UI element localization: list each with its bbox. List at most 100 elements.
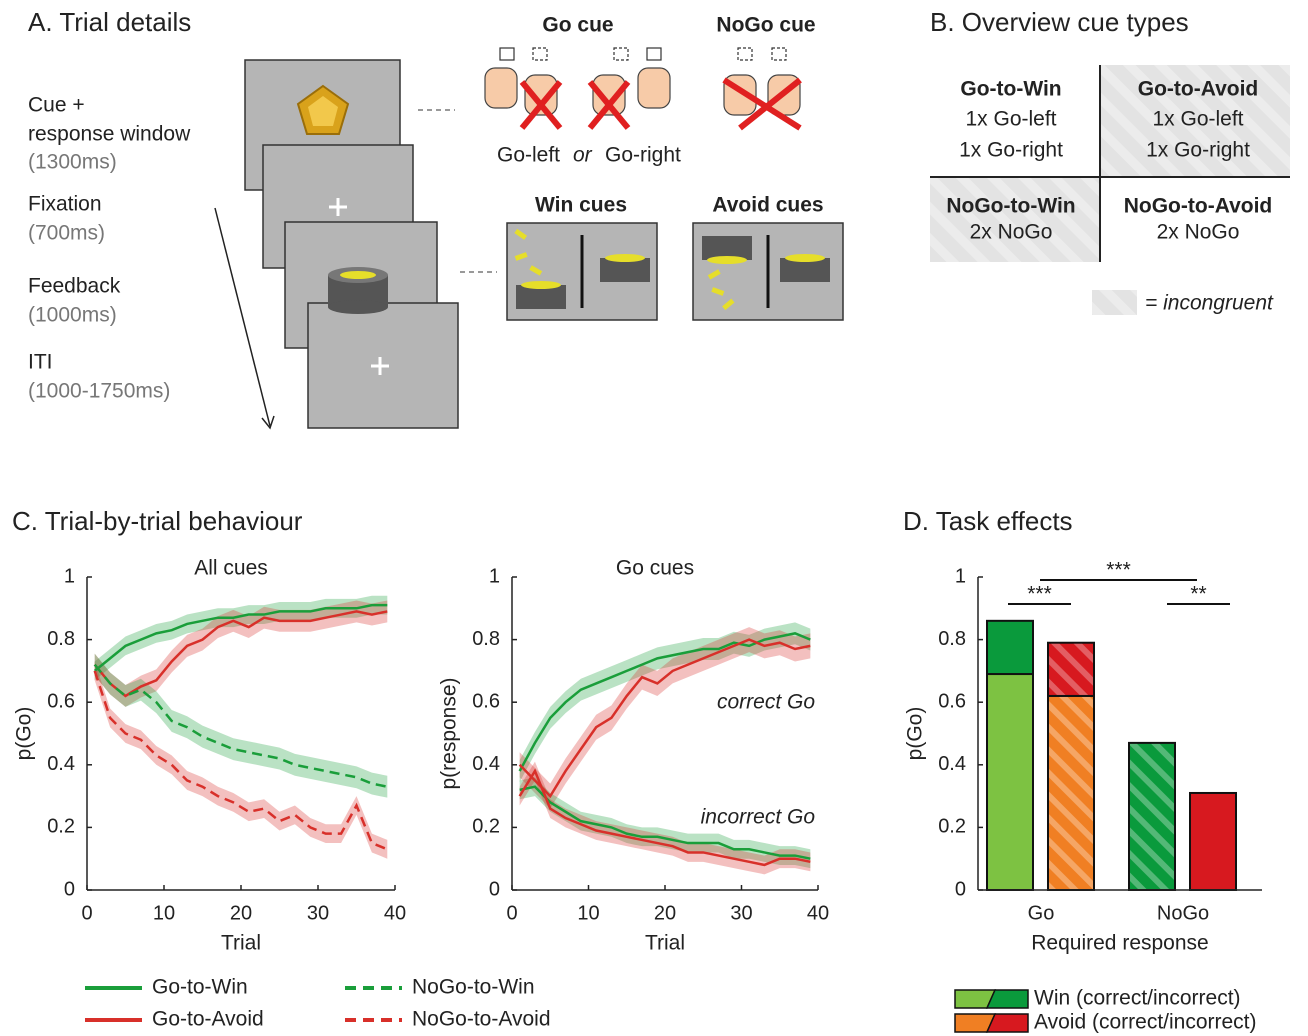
- x-tick-label: 0: [81, 902, 92, 924]
- y-tick-label: 1: [64, 565, 75, 587]
- error-band: [94, 600, 388, 707]
- x-tick-label: Go: [1028, 902, 1055, 924]
- chart-title: All cues: [194, 557, 268, 580]
- step-duration: (1000-1750ms): [28, 380, 170, 403]
- hand-icons: [484, 47, 802, 131]
- step-label: Fixation: [28, 193, 102, 216]
- annotation: incorrect Go: [701, 806, 816, 829]
- outcome-screens: [506, 222, 844, 321]
- error-band: [94, 653, 388, 798]
- incongruent-cell: [1100, 65, 1290, 177]
- bar-hatch: [1130, 743, 1174, 889]
- error-band: [519, 777, 811, 869]
- x-tick-label: 30: [307, 902, 329, 924]
- cue-title: NoGo cue: [716, 14, 815, 37]
- line: [519, 785, 811, 860]
- x-axis-label: Trial: [221, 932, 261, 955]
- y-tick-label: 0.6: [938, 690, 966, 712]
- x-tick-label: 10: [577, 902, 599, 924]
- legend-swatch: [1092, 290, 1137, 315]
- fixation-cross: [329, 198, 389, 375]
- cell-text: 2x NoGo: [970, 221, 1053, 244]
- x-tick-label: 20: [230, 902, 252, 924]
- y-tick-label: 0: [489, 878, 500, 900]
- error-band: [94, 661, 388, 859]
- significance-label: **: [1190, 583, 1206, 606]
- bar: [1189, 791, 1237, 891]
- panel-title: D. Task effects: [903, 506, 1073, 536]
- error-band: [519, 627, 811, 809]
- cell-title: Go-to-Win: [960, 78, 1061, 101]
- bar-hatch: [1049, 643, 1093, 695]
- step-duration: (1300ms): [28, 151, 117, 174]
- y-tick-label: 0.8: [47, 628, 75, 650]
- line: [93, 610, 388, 698]
- bar: [986, 673, 1034, 892]
- step-label: Feedback: [28, 275, 121, 298]
- line: [93, 603, 388, 672]
- y-tick-label: 0.4: [938, 753, 966, 775]
- cue-title: Win cues: [535, 194, 627, 217]
- panel-title: B. Overview cue types: [930, 7, 1189, 37]
- cue-label: Go-left: [497, 144, 560, 167]
- y-tick-label: 0.4: [472, 753, 500, 775]
- step-label: response window: [28, 123, 191, 146]
- y-axis-label: p(Go): [904, 707, 927, 761]
- line: [518, 638, 811, 799]
- cue-title: Avoid cues: [712, 194, 823, 217]
- cell-text: 1x Go-left: [965, 108, 1056, 131]
- chart-title: Go cues: [616, 557, 694, 580]
- cell-title: NoGo-to-Win: [946, 195, 1075, 218]
- y-tick-label: 0: [955, 878, 966, 900]
- cue-icon: [308, 96, 338, 126]
- bar: [986, 619, 1034, 676]
- time-arrow: [214, 207, 271, 427]
- x-tick-label: 40: [807, 902, 829, 924]
- cue-title: Go cue: [542, 14, 613, 37]
- y-tick-label: 0.8: [938, 628, 966, 650]
- cue-label: Go-right: [605, 144, 681, 167]
- y-tick-label: 1: [489, 565, 500, 587]
- legend-label: Avoid (correct/incorrect): [1034, 1011, 1257, 1034]
- legend-label: NoGo-to-Avoid: [412, 1008, 551, 1031]
- cell-text: 2x NoGo: [1157, 221, 1240, 244]
- y-tick-label: 0.2: [938, 816, 966, 838]
- y-tick-label: 0.2: [472, 816, 500, 838]
- trial-screens: [244, 59, 459, 429]
- y-tick-label: 0.2: [47, 816, 75, 838]
- legend-label: Go-to-Win: [152, 976, 248, 999]
- x-axis-label: Trial: [645, 932, 685, 955]
- legend-swatch: [985, 989, 1029, 1009]
- cell-text: 1x Go-right: [959, 139, 1063, 162]
- error-band: [94, 595, 388, 681]
- annotation: correct Go: [717, 691, 815, 714]
- line: [518, 632, 811, 772]
- cell-text: 1x Go-right: [1146, 139, 1250, 162]
- x-tick-label: 30: [730, 902, 752, 924]
- y-tick-label: 0.8: [472, 628, 500, 650]
- line: [93, 670, 388, 851]
- legend-label: Go-to-Avoid: [152, 1008, 264, 1031]
- y-tick-label: 0.4: [47, 753, 75, 775]
- line: [518, 768, 811, 867]
- x-tick-label: 0: [506, 902, 517, 924]
- y-tick-label: 0.6: [47, 690, 75, 712]
- time-arrow-head: [261, 415, 275, 430]
- step-label: ITI: [28, 351, 53, 374]
- y-tick-label: 0.6: [472, 690, 500, 712]
- legend-label: Win (correct/incorrect): [1034, 987, 1241, 1010]
- x-tick-label: 40: [384, 902, 406, 924]
- step-label: Cue +: [28, 94, 85, 117]
- significance-label: ***: [1106, 559, 1131, 582]
- panel-title: A. Trial details: [28, 7, 191, 37]
- dashed-arrow: [418, 109, 497, 273]
- coin-icon: [328, 267, 388, 314]
- cue-label: or: [573, 144, 593, 167]
- error-band: [519, 622, 811, 783]
- x-axis-label: Required response: [1031, 932, 1208, 955]
- legend-label: = incongruent: [1145, 292, 1274, 315]
- legend-swatch: [985, 1013, 1029, 1033]
- significance-label: ***: [1027, 583, 1052, 606]
- step-duration: (700ms): [28, 222, 105, 245]
